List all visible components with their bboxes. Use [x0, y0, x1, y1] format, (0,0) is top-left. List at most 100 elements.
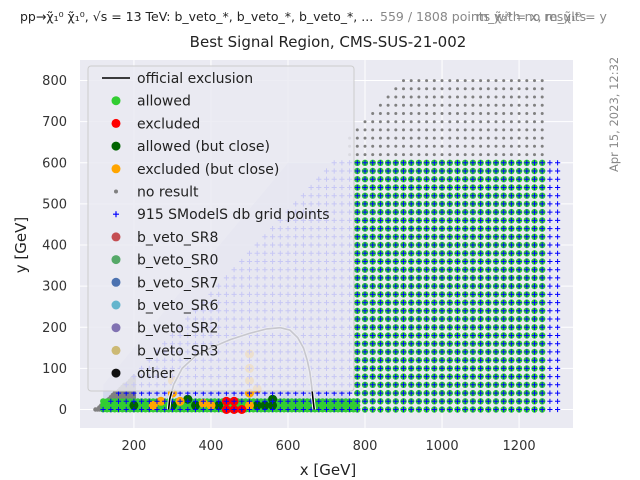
- grid-point: [354, 406, 360, 413]
- grid-point: [547, 357, 553, 363]
- grid-point: [370, 324, 376, 330]
- y-axis-label: y [GeV]: [12, 217, 30, 273]
- grid-point: [354, 217, 360, 223]
- grid-point: [555, 374, 561, 380]
- no-result-point: [471, 103, 475, 107]
- grid-point: [385, 209, 391, 215]
- no-result-point: [533, 153, 536, 157]
- grid-point: [108, 398, 114, 404]
- grid-point: [478, 267, 484, 273]
- grid-point: [123, 406, 129, 413]
- no-result-point: [517, 79, 521, 83]
- no-result-point: [432, 136, 436, 140]
- grid-point: [485, 193, 491, 199]
- grid-point: [424, 398, 430, 404]
- grid-point: [478, 209, 484, 215]
- grid-point: [454, 316, 461, 322]
- grid-point: [447, 324, 453, 330]
- grid-point: [539, 365, 545, 371]
- grid-point: [439, 291, 445, 297]
- grid-point: [493, 250, 499, 256]
- grid-point: [539, 291, 545, 297]
- grid-point: [370, 234, 376, 240]
- grid-point: [339, 398, 345, 404]
- no-result-point: [471, 120, 475, 124]
- grid-point: [516, 349, 522, 355]
- no-result-point: [479, 87, 483, 91]
- grid-point: [501, 365, 507, 371]
- grid-point: [393, 160, 399, 166]
- grid-point: [547, 209, 553, 215]
- no-result-point: [417, 144, 421, 148]
- grid-point: [470, 390, 476, 396]
- grid-point: [539, 258, 545, 265]
- no-result-point: [533, 128, 536, 132]
- grid-point: [493, 357, 499, 363]
- grid-point: [516, 324, 522, 330]
- no-result-point: [386, 95, 390, 99]
- grid-point: [493, 316, 499, 322]
- grid-point: [408, 234, 414, 240]
- grid-point: [408, 300, 414, 306]
- grid-point: [454, 374, 461, 380]
- grid-point: [447, 168, 453, 174]
- grid-point: [431, 184, 437, 191]
- grid-point: [431, 291, 437, 297]
- grid-point: [385, 258, 391, 265]
- legend-label: 915 SModelS db grid points: [137, 207, 330, 223]
- no-result-point: [517, 112, 521, 115]
- no-result-point: [378, 128, 382, 132]
- grid-point: [531, 341, 538, 347]
- no-result-point: [479, 153, 483, 157]
- no-result-point: [533, 103, 536, 107]
- grid-point: [416, 226, 422, 232]
- grid-point: [462, 201, 468, 207]
- grid-point: [501, 201, 507, 207]
- no-result-point: [417, 153, 421, 157]
- grid-point: [377, 226, 383, 232]
- grid-point: [493, 160, 499, 166]
- legend-swatch: [111, 118, 121, 128]
- no-result-point: [471, 136, 475, 140]
- grid-point: [547, 406, 553, 413]
- grid-point: [454, 357, 461, 363]
- no-result-point: [463, 136, 467, 140]
- grid-point: [354, 341, 360, 347]
- grid-point: [408, 374, 414, 380]
- grid-point: [462, 217, 468, 223]
- grid-point: [454, 250, 461, 256]
- grid-point: [246, 406, 253, 413]
- grid-point: [547, 267, 553, 273]
- grid-point: [485, 201, 491, 207]
- grid-point: [555, 283, 561, 289]
- grid-point: [393, 324, 399, 330]
- grid-point: [524, 242, 530, 248]
- grid-point: [524, 398, 530, 404]
- no-result-point: [371, 144, 375, 148]
- grid-point: [115, 406, 122, 413]
- no-result-point: [402, 95, 405, 99]
- grid-point: [154, 398, 160, 404]
- grid-point: [377, 209, 383, 215]
- no-result-point: [486, 120, 490, 124]
- grid-point: [485, 382, 491, 388]
- no-result-point: [363, 128, 367, 132]
- grid-point: [139, 398, 145, 404]
- grid-point: [478, 283, 484, 289]
- grid-point: [385, 267, 391, 273]
- grid-point: [547, 341, 553, 347]
- grid-point: [416, 349, 422, 355]
- no-result-point: [417, 95, 421, 99]
- grid-point: [547, 390, 553, 396]
- grid-point: [524, 267, 530, 273]
- grid-point: [501, 406, 507, 413]
- grid-point: [493, 217, 499, 223]
- grid-point: [493, 390, 499, 396]
- grid-point: [400, 382, 407, 388]
- grid-point: [385, 168, 391, 174]
- grid-point: [470, 406, 476, 413]
- grid-point: [370, 349, 376, 355]
- no-result-point: [456, 136, 459, 140]
- grid-point: [123, 398, 129, 404]
- grid-point: [516, 217, 522, 223]
